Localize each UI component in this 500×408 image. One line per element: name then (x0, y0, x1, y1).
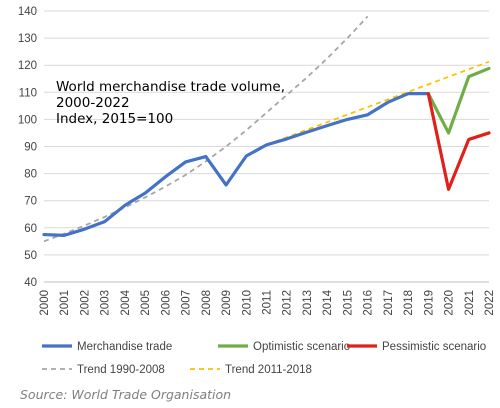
x-tick-label: 2004 (120, 289, 132, 315)
chart-title-line: World merchandise trade volume, (56, 79, 285, 95)
series-line-trend-1990-2008 (43, 15, 369, 243)
axes: 40 50 60 70 80 90 100 110 120 130 140 2000 2001 2002 2… (18, 6, 496, 316)
y-tick-label: 100 (18, 114, 37, 126)
x-tick-label: 2007 (181, 290, 193, 316)
legend-label-merchandise-trade: Merchandise trade (77, 341, 172, 353)
x-tick-label: 2015 (342, 290, 354, 316)
legend-label-pessimistic-scenario: Pessimistic scenario (382, 341, 486, 353)
legend-label-trend-1990-2008: Trend 1990-2008 (77, 364, 165, 376)
legend: Merchandise trade Optimistic scenario Pess… (42, 341, 486, 376)
y-tick-label: 90 (24, 142, 37, 154)
series-line-pessimistic-scenario (426, 92, 491, 191)
chart-title-line: 2000-2022 (56, 95, 130, 111)
y-tick-label: 60 (24, 223, 37, 235)
y-tick-label: 130 (18, 33, 37, 45)
legend-label-optimistic-scenario: Optimistic scenario (253, 341, 350, 353)
y-tick-label: 50 (24, 250, 37, 262)
x-tick-label: 2017 (383, 290, 395, 316)
x-tick-label: 2011 (262, 290, 274, 315)
x-tick-label: 2009 (221, 290, 233, 316)
x-tick-label: 2001 (59, 290, 71, 316)
x-tick-label: 2012 (282, 290, 294, 316)
x-tick-label: 2008 (201, 290, 213, 316)
x-tick-label: 2006 (160, 290, 172, 316)
series-lines (42, 15, 491, 243)
x-tick-label: 2013 (302, 290, 314, 316)
x-tick-label: 2000 (39, 290, 51, 316)
x-tick-label: 2020 (444, 290, 456, 316)
y-tick-label: 40 (24, 277, 37, 289)
y-tick-label: 140 (18, 6, 37, 18)
series-line-trend-2011-2018 (266, 60, 490, 146)
x-tick-label: 2014 (322, 289, 334, 315)
y-tick-label: 120 (18, 60, 37, 72)
x-tick-label: 2010 (241, 290, 253, 316)
y-tick-label: 70 (24, 196, 37, 208)
x-tick-label: 2005 (140, 290, 152, 316)
chart-title: World merchandise trade volume,2000-2022… (56, 79, 285, 127)
series-line-optimistic-scenario (426, 66, 491, 135)
y-tick-label: 110 (19, 87, 37, 99)
x-tick-label: 2022 (484, 290, 496, 316)
x-tick-label: 2002 (79, 290, 91, 316)
x-tick-label: 2019 (423, 290, 435, 316)
x-tick-label: 2021 (464, 290, 476, 316)
x-tick-label: 2018 (403, 290, 415, 316)
legend-label-trend-2011-2018: Trend 2011-2018 (225, 364, 312, 376)
x-tick-label: 2016 (363, 290, 375, 316)
chart-title-line: Index, 2015=100 (56, 111, 173, 127)
y-tick-label: 80 (24, 169, 37, 181)
series-line-merchandise-trade (42, 92, 430, 237)
source-note: Source: World Trade Organisation (20, 387, 232, 402)
x-tick-label: 2003 (100, 290, 112, 316)
